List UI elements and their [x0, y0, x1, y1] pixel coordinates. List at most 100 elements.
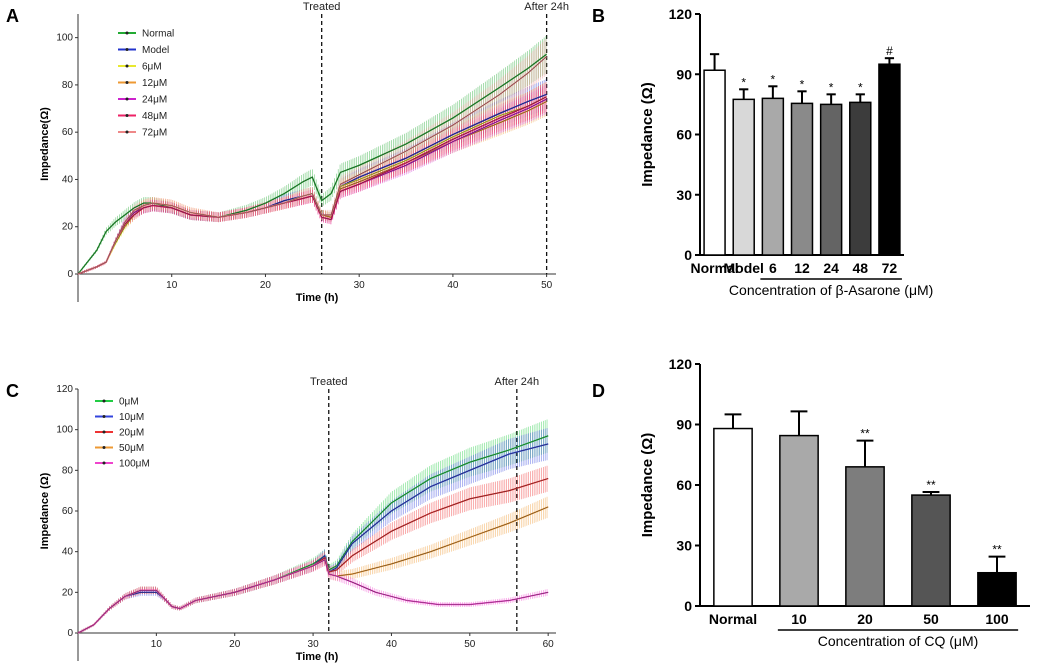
- legend-marker: [125, 64, 129, 68]
- y-tick-label: 120: [669, 6, 693, 22]
- y-axis-title: Impedance (Ω): [639, 433, 656, 538]
- significance-mark: *: [771, 72, 776, 86]
- bar-72: [878, 63, 901, 256]
- bar-20: [845, 466, 885, 607]
- legend-label: 20μM: [119, 428, 144, 439]
- x-tick-label: 30: [354, 280, 366, 291]
- series-line: [77, 443, 549, 634]
- x-tick-label: 40: [447, 280, 459, 291]
- y-tick-label: 60: [676, 477, 692, 493]
- x-tick-label: 50: [464, 639, 476, 650]
- x-tick-label: 20: [229, 639, 241, 650]
- y-tick-label: 60: [62, 127, 74, 138]
- y-tick-label: 90: [676, 66, 692, 82]
- legend-marker: [102, 399, 106, 403]
- significance-mark: *: [829, 80, 834, 94]
- legend-marker: [125, 97, 129, 101]
- series-line-core: [77, 559, 549, 634]
- annotation-label: After 24h: [524, 1, 569, 13]
- x-axis-title: Concentration of CQ (μM): [818, 633, 979, 649]
- series-line-core: [77, 53, 547, 275]
- annotation-label: Treated: [303, 1, 341, 13]
- x-axis-title: Time (h): [296, 292, 339, 304]
- legend-label: 50μM: [119, 443, 144, 454]
- y-tick-label: 40: [62, 547, 74, 558]
- x-axis-title: Time (h): [296, 651, 339, 663]
- x-tick-label: 60: [543, 639, 555, 650]
- legend-label: 48μM: [142, 111, 167, 122]
- category-label: Normal: [690, 260, 738, 276]
- significance-mark: **: [860, 427, 870, 441]
- significance-mark: **: [926, 478, 936, 492]
- y-tick-label: 0: [684, 598, 692, 614]
- y-axis-title: Impedance(Ω): [39, 107, 51, 181]
- y-tick-label: 120: [56, 384, 73, 395]
- series-20μM: [81, 465, 548, 633]
- y-tick-label: 0: [67, 628, 73, 639]
- panel-a-line-chart: A 0 20 40 60 80 100 10 20 30 40 50 Time (h) Impedance…: [6, 1, 569, 304]
- x-axis-title: Concentration of β-Asarone (μM): [729, 282, 933, 298]
- legend-label: 100μM: [119, 459, 150, 470]
- y-axis-title: Impedance (Ω): [639, 82, 656, 187]
- legend-marker: [102, 461, 106, 465]
- panel-d-bar-chart: D 0 30 60 90 120 Impedance (Ω) Normal 10 20 ** 50 **…: [592, 356, 1030, 649]
- series-line: [77, 558, 549, 634]
- legend-marker: [125, 114, 129, 117]
- bar-Model: [732, 98, 755, 256]
- y-tick-label: 90: [676, 417, 692, 433]
- legend-marker: [125, 81, 129, 84]
- bar-50: [911, 494, 951, 607]
- legend-marker: [125, 31, 129, 35]
- y-tick-label: 120: [669, 356, 693, 372]
- y-axis-title: Impedance (Ω): [39, 472, 51, 549]
- significance-mark: **: [992, 543, 1002, 557]
- y-tick-label: 100: [56, 33, 73, 44]
- x-tick-label: 40: [386, 639, 398, 650]
- legend-marker: [102, 415, 106, 418]
- y-tick-label: 80: [62, 80, 74, 91]
- annotation-label: After 24h: [494, 376, 539, 388]
- series-line-core: [77, 478, 549, 634]
- series-line-core: [77, 443, 549, 634]
- category-label: 100: [985, 611, 1009, 627]
- bar-12: [790, 102, 814, 256]
- category-label: Normal: [709, 611, 757, 627]
- bar-Normal: [703, 69, 726, 256]
- legend-marker: [102, 446, 106, 449]
- series-72μM: [82, 38, 547, 274]
- y-tick-label: 30: [676, 538, 692, 554]
- panel-c-line-chart: C 0 20 40 60 80 100 120 10 20 30 40 50 60 Time (h) Impe…: [6, 376, 556, 663]
- panel-label: D: [592, 381, 605, 401]
- bar-24: [819, 103, 843, 256]
- series-line-core: [77, 56, 547, 275]
- panel-label: C: [6, 381, 19, 401]
- y-tick-label: 80: [62, 465, 74, 476]
- category-label: Model: [723, 260, 763, 276]
- series-line: [77, 506, 549, 634]
- category-label: 48: [852, 260, 868, 276]
- series-line: [77, 477, 549, 634]
- significance-mark: *: [858, 80, 863, 94]
- legend-label: Normal: [142, 29, 174, 40]
- category-label: 6: [769, 260, 777, 276]
- x-tick-label: 20: [260, 280, 272, 291]
- legend-marker: [125, 130, 129, 134]
- category-label: 24: [823, 260, 839, 276]
- legend-label: 12μM: [142, 78, 167, 89]
- significance-mark: #: [886, 44, 893, 58]
- y-tick-label: 20: [62, 587, 74, 598]
- y-tick-label: 40: [62, 174, 74, 185]
- y-tick-label: 60: [676, 127, 692, 143]
- significance-mark: *: [800, 77, 805, 91]
- x-tick-label: 10: [151, 639, 163, 650]
- y-tick-label: 20: [62, 222, 74, 233]
- bar-100: [977, 571, 1017, 607]
- bar-6: [761, 97, 785, 256]
- y-tick-label: 30: [676, 187, 692, 203]
- significance-mark: *: [741, 75, 746, 89]
- bar-10: [779, 434, 819, 607]
- panel-label: A: [6, 6, 19, 26]
- category-label: 10: [791, 611, 807, 627]
- bar-48: [849, 101, 872, 256]
